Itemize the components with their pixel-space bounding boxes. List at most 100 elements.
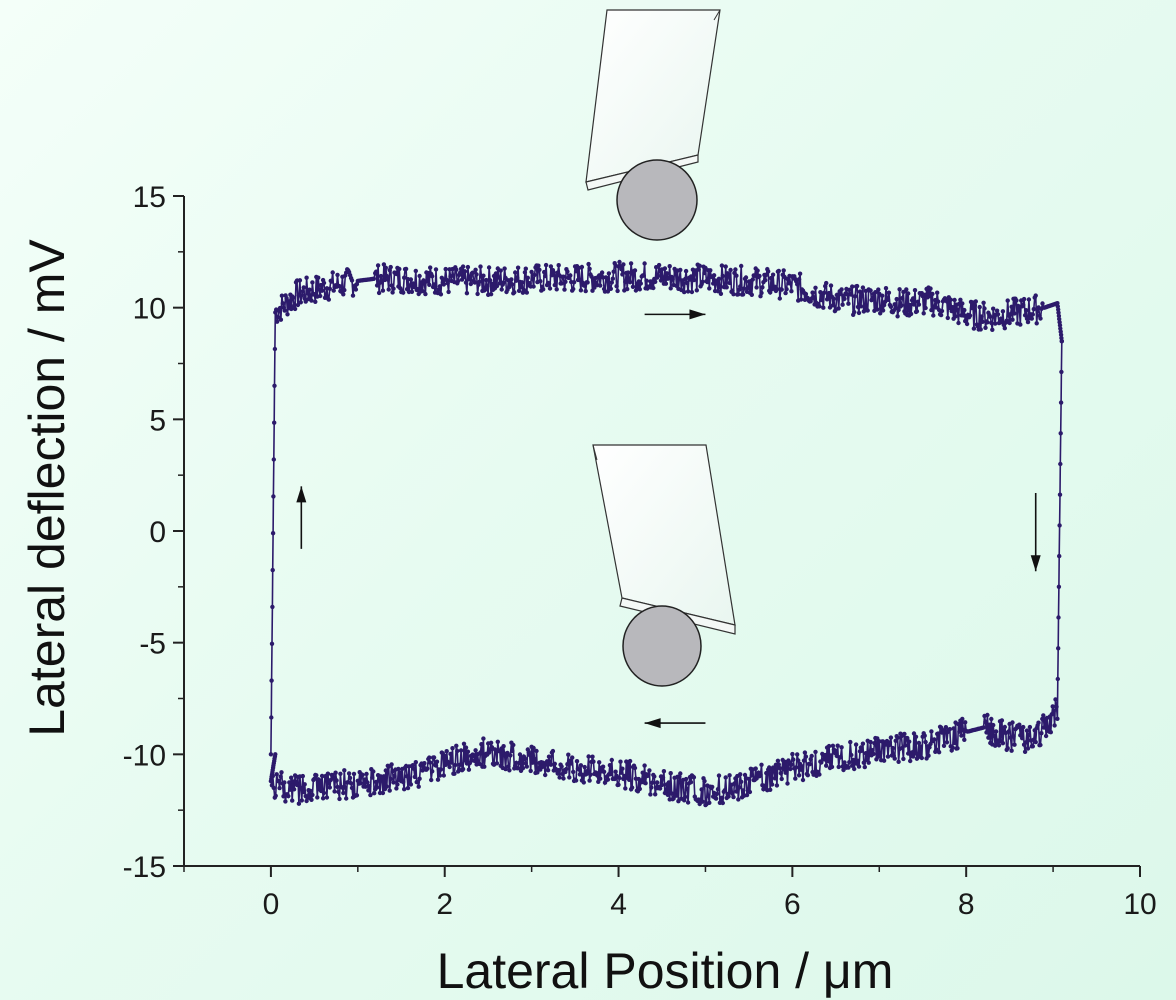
data-point: [777, 766, 782, 771]
arrow-right-head: [689, 309, 706, 320]
data-point: [840, 764, 845, 769]
data-point: [708, 268, 713, 273]
data-point: [828, 753, 834, 758]
data-point: [303, 299, 308, 304]
data-point: [1009, 748, 1014, 753]
data-point: [626, 270, 631, 275]
data-point: [599, 769, 605, 774]
data-point: [602, 780, 608, 785]
data-point: [1027, 724, 1033, 730]
data-point: [738, 284, 743, 289]
data-point: [836, 306, 841, 311]
data-point: [333, 770, 338, 775]
data-point: [537, 267, 542, 272]
data-point: [496, 275, 501, 280]
data-point: [696, 267, 701, 272]
data-point: [374, 779, 379, 785]
data-point: [776, 268, 781, 274]
data-point: [849, 752, 854, 758]
data-point: [562, 768, 567, 773]
data-point: [512, 290, 517, 295]
data-point: [274, 772, 279, 777]
data-point: [413, 760, 418, 765]
data-point: [551, 270, 556, 275]
data-point: [959, 733, 964, 738]
data-point: [1002, 326, 1007, 331]
data-point: [684, 280, 690, 286]
data-point: [935, 731, 940, 737]
data-point: [945, 315, 950, 321]
data-point: [531, 284, 536, 289]
data-point: [579, 778, 585, 783]
data-point: [433, 267, 439, 272]
data-point: [724, 285, 729, 290]
data-point: [936, 299, 941, 304]
data-point: [554, 287, 559, 292]
data-point: [376, 290, 382, 296]
data-point: [986, 735, 991, 740]
data-point: [578, 763, 584, 768]
data-point: [1059, 335, 1064, 341]
data-point: [648, 792, 653, 797]
data-point: [270, 604, 275, 610]
data-point: [852, 766, 857, 772]
data-point: [402, 275, 407, 280]
data-point: [599, 765, 604, 771]
data-point: [718, 291, 724, 296]
x-ticks: 0 2 4 6 8 10: [183, 866, 1157, 921]
data-point: [880, 293, 885, 298]
data-point: [319, 773, 325, 779]
data-point: [304, 275, 309, 280]
data-point: [611, 269, 616, 274]
data-point: [702, 270, 707, 276]
data-point: [438, 292, 444, 297]
data-point: [789, 289, 794, 294]
data-point: [1025, 746, 1031, 751]
data-point: [397, 777, 402, 783]
data-point: [563, 279, 568, 284]
data-point: [796, 277, 802, 282]
data-point: [289, 306, 294, 312]
data-point: [479, 742, 484, 747]
data-point: [468, 281, 473, 287]
data-point: [683, 276, 688, 282]
data-point: [739, 779, 744, 784]
data-point: [330, 270, 335, 275]
data-point: [1007, 320, 1012, 326]
data-point: [592, 285, 597, 290]
data-point: [283, 799, 288, 804]
data-point: [888, 735, 894, 740]
data-point: [478, 264, 483, 269]
data-point: [878, 311, 883, 316]
data-point: [386, 287, 391, 292]
data-point: [797, 271, 803, 276]
data-point: [536, 263, 541, 268]
data-point: [1058, 332, 1064, 337]
data-point: [527, 281, 532, 286]
data-point: [904, 735, 909, 741]
data-point: [736, 797, 741, 802]
data-point: [813, 285, 818, 290]
data-point: [914, 756, 920, 761]
data-point: [977, 304, 982, 310]
data-point: [513, 270, 518, 275]
data-point: [896, 759, 901, 764]
data-point: [847, 760, 852, 765]
y-tick-label: 15: [133, 181, 166, 214]
data-point: [521, 287, 527, 293]
data-point: [983, 325, 988, 330]
data-point: [801, 758, 807, 763]
data-point: [763, 278, 768, 283]
data-point: [840, 302, 845, 307]
data-point: [944, 740, 950, 745]
data-point: [857, 289, 863, 294]
data-point: [515, 265, 521, 270]
data-point: [964, 321, 970, 327]
data-point: [375, 773, 381, 778]
data-point: [1023, 308, 1029, 313]
data-point: [465, 264, 471, 270]
data-point: [568, 758, 573, 763]
data-point: [865, 738, 870, 743]
data-point: [717, 800, 723, 805]
data-point: [412, 774, 417, 780]
